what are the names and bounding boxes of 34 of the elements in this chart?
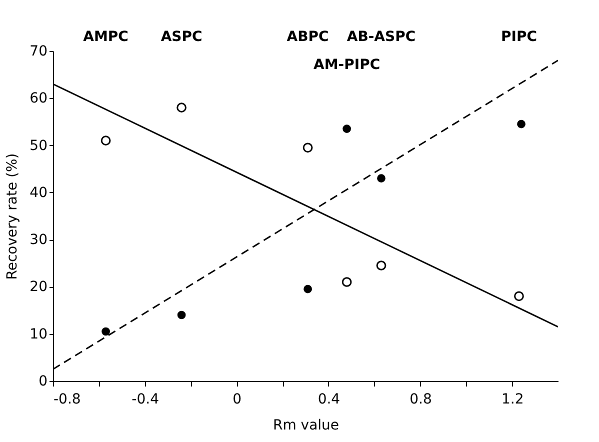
point [304,284,312,294]
point [302,142,313,153]
y-tick-label: 20 [30,279,48,296]
y-tick-label: 70 [30,44,48,60]
point [342,124,351,133]
point [102,327,110,336]
text: PIPC [500,29,537,45]
point [376,260,386,270]
point [100,136,111,146]
point [514,291,524,302]
x-tick-label: 0.8 [410,392,432,408]
y-tick-label: 40 [30,184,48,201]
x-axis-title: Rm value [272,418,340,434]
point [176,102,186,112]
y-tick-label: 0 [38,374,48,390]
x-tick-label: 0.4 [318,392,340,408]
x-tick-label: 1.2 [501,392,524,408]
y-axis-title: Recovery rate (%) [4,153,21,280]
point [517,120,526,128]
x-tick-label: -0.4 [132,392,160,408]
annotation: AM-PIPC [314,57,380,73]
x-tick-label: 0 [232,392,242,408]
y-tick-label: 30 [30,232,48,248]
y-tick-label: 50 [30,138,48,154]
point [342,277,352,287]
text: AMPC [83,29,128,45]
point [377,174,386,182]
y-tick-label: 10 [30,326,48,342]
text: AB-ASPC [346,29,416,45]
text: ABPC [286,29,329,45]
x-tick-label: -0.8 [54,392,81,408]
y-tick-label: 60 [30,90,48,107]
point [177,310,186,320]
text: ASPC [160,29,202,45]
